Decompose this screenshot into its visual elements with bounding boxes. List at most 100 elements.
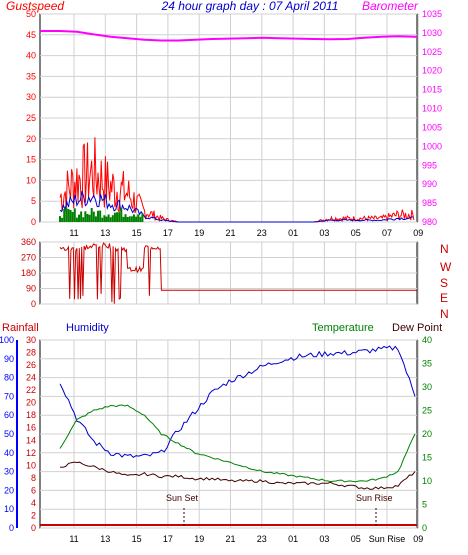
p3-x-tick-label: 23 — [257, 534, 267, 544]
p2-y-tick-label: 90 — [26, 284, 36, 294]
p3-x-tick-label: 11 — [69, 534, 78, 544]
p3-temp-tick-label: 15 — [422, 453, 432, 463]
p1-y2-tick-label: 1015 — [422, 85, 442, 95]
temperature-label: Temperature — [312, 322, 374, 334]
p3-temp-tick-label: 10 — [422, 476, 432, 486]
p3-rain-tick-label: 16 — [26, 423, 36, 433]
p3-x-tick-label: 17 — [163, 534, 173, 544]
series-layer — [40, 30, 417, 528]
dir-label-e: E — [440, 291, 448, 305]
p3-temp-tick-label: 35 — [422, 359, 432, 369]
p1-x-tick-label: 19 — [194, 228, 204, 238]
p1-x-tick-label: 07 — [382, 228, 392, 238]
dir-label-w: W — [440, 260, 452, 274]
p1-y2-tick-label: 1035 — [422, 9, 442, 19]
p1-x-tick-label: 03 — [319, 228, 329, 238]
p1-x-tick-label: 11 — [69, 228, 78, 238]
p3-rain-tick-label: 2 — [31, 510, 36, 520]
p3-rain-tick-label: 4 — [31, 498, 36, 508]
p3-x-tick-label: Sun Rise — [369, 534, 406, 544]
dir-label-s: S — [440, 276, 448, 290]
p3-rain-tick-label: 0 — [31, 523, 36, 533]
p1-y-tick-label: 10 — [26, 175, 36, 185]
p3-temp-tick-label: 20 — [422, 429, 432, 439]
p1-y-tick-label: 35 — [26, 71, 36, 81]
p1-y-tick-label: 5 — [31, 196, 36, 206]
dir-label-n-top: N — [440, 242, 449, 256]
p3-x-tick-label: 21 — [225, 534, 235, 544]
p1-y2-tick-label: 1005 — [422, 122, 442, 132]
p1-y-tick-label: 30 — [26, 92, 36, 102]
p2-y-tick-label: 360 — [21, 237, 36, 247]
p3-humidity-tick-label: 10 — [4, 504, 14, 514]
p3-humidity-tick-label: 70 — [4, 391, 14, 401]
p1-x-tick-label: 05 — [351, 228, 361, 238]
p3-x-tick-label: 15 — [132, 534, 142, 544]
chart-title: 24 hour graph day : 07 April 2011 — [161, 0, 339, 13]
p1-y2-tick-label: 1010 — [422, 104, 442, 114]
p3-rain-tick-label: 20 — [26, 398, 36, 408]
p1-y-tick-label: 0 — [31, 217, 36, 227]
p1-y-tick-label: 45 — [26, 30, 36, 40]
p1-x-tick-label: 13 — [100, 228, 110, 238]
humidity-series-line — [59, 345, 416, 459]
barometer-label: Barometer — [362, 0, 419, 13]
p2-y-tick-label: 0 — [31, 299, 36, 309]
p1-x-tick-label: 09 — [413, 228, 423, 238]
p3-humidity-tick-label: 30 — [4, 467, 14, 477]
average-wind-series-line — [59, 190, 414, 223]
p3-temp-tick-label: 5 — [422, 500, 427, 510]
dewpoint-label: Dew Point — [392, 322, 442, 334]
p3-temp-tick-label: 0 — [422, 523, 427, 533]
p1-x-tick-label: 17 — [163, 228, 173, 238]
p1-y2-tick-label: 995 — [422, 160, 437, 170]
p1-y2-tick-label: 1030 — [422, 28, 442, 38]
p1-y-tick-label: 15 — [26, 155, 36, 165]
p3-rain-tick-label: 24 — [26, 373, 36, 383]
p3-x-tick-label: 01 — [288, 534, 298, 544]
p3-x-tick-label: 05 — [351, 534, 361, 544]
p3-humidity-tick-label: 20 — [4, 485, 14, 495]
p3-x-tick-label: 09 — [413, 534, 423, 544]
p1-x-tick-label: 01 — [288, 228, 298, 238]
p3-rain-tick-label: 10 — [26, 460, 36, 470]
p1-y2-tick-label: 1000 — [422, 141, 442, 151]
p1-y-tick-label: 25 — [26, 113, 36, 123]
dewpoint-series-line — [59, 461, 416, 490]
p1-y2-tick-label: 990 — [422, 179, 437, 189]
p1-y2-tick-label: 1020 — [422, 66, 442, 76]
p3-x-tick-label: 03 — [319, 534, 329, 544]
p3-temp-tick-label: 40 — [422, 335, 432, 345]
p3-rain-tick-label: 22 — [26, 385, 36, 395]
p3-humidity-tick-label: 40 — [4, 448, 14, 458]
p1-x-tick-label: 23 — [257, 228, 267, 238]
p3-rain-tick-label: 18 — [26, 410, 36, 420]
p3-rain-tick-label: 28 — [26, 348, 36, 358]
p3-humidity-tick-label: 100 — [0, 335, 14, 345]
p3-temp-tick-label: 25 — [422, 406, 432, 416]
sunrise-label: Sun Rise — [356, 493, 393, 503]
p3-humidity-tick-label: 50 — [4, 429, 14, 439]
humidity-label: Humidity — [66, 322, 109, 334]
p3-rain-tick-label: 8 — [31, 473, 36, 483]
p2-y-tick-label: 270 — [21, 253, 36, 263]
p3-rain-tick-label: 12 — [26, 448, 36, 458]
p3-humidity-tick-label: 60 — [4, 410, 14, 420]
sunset-label: Sun Set — [166, 493, 199, 503]
p1-y-tick-label: 40 — [26, 51, 36, 61]
p3-rain-tick-label: 30 — [26, 335, 36, 345]
p3-temp-tick-label: 30 — [422, 382, 432, 392]
dir-label-n-bottom: N — [440, 307, 449, 321]
p3-rain-tick-label: 6 — [31, 485, 36, 495]
p3-rain-tick-label: 14 — [26, 435, 36, 445]
p3-humidity-tick-label: 80 — [4, 373, 14, 383]
p1-x-tick-label: 15 — [132, 228, 142, 238]
p1-y-tick-label: 20 — [26, 134, 36, 144]
p3-x-tick-label: 13 — [100, 534, 110, 544]
p3-humidity-tick-label: 0 — [9, 523, 14, 533]
temperature-series-line — [59, 404, 416, 483]
p1-y-tick-label: 50 — [26, 9, 36, 19]
p1-y2-tick-label: 980 — [422, 217, 437, 227]
